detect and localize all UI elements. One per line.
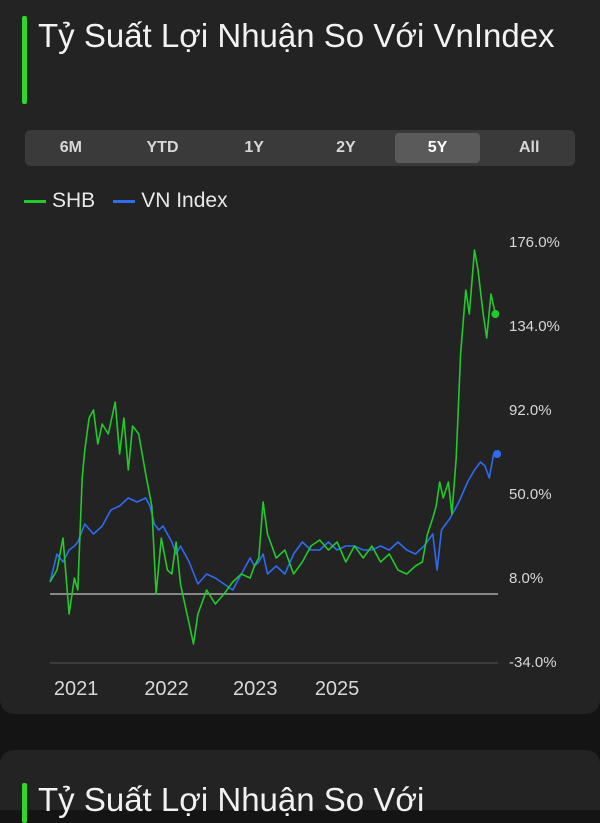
series-end-point-vn-index (493, 450, 502, 458)
legend-item-shb[interactable]: SHB (24, 189, 95, 213)
x-tick-label: 2023 (233, 678, 278, 700)
tab-1y[interactable]: 1Y (244, 139, 264, 156)
x-tick-label: 2021 (54, 678, 99, 700)
y-tick-label: 176.0% (509, 234, 560, 251)
series-line-shb (49, 249, 497, 645)
card-header: Tỷ Suất Lợi Nhuận So Với VnIndex (22, 14, 582, 104)
y-tick-label: 92.0% (509, 402, 552, 419)
legend-label: SHB (52, 189, 96, 212)
returns-line-chart: 176.0% 134.0% 92.0% 50.0% 8.0% -34.0% 2021 2022… (49, 234, 560, 700)
title-accent-bar (22, 16, 27, 104)
tab-5y[interactable]: 5Y (394, 133, 481, 163)
chart-legend: SHB VN Index (24, 189, 228, 213)
card-title: Tỷ Suất Lợi Nhuận So Với VnIndex (38, 17, 555, 54)
series-line-vn-index (49, 453, 498, 591)
card-title: Tỷ Suất Lợi Nhuận So Với (38, 781, 425, 818)
period-tabs: 6M YTD 1Y 2Y 5Y All (25, 130, 575, 166)
next-returns-card: Tỷ Suất Lợi Nhuận So Với (0, 750, 600, 823)
y-tick-label: 8.0% (509, 570, 543, 587)
x-tick-label: 2025 (315, 678, 360, 700)
tab-ytd[interactable]: YTD (146, 139, 179, 156)
y-tick-label: -34.0% (509, 654, 557, 671)
series-end-point-shb (491, 310, 500, 318)
tab-all[interactable]: All (518, 139, 540, 156)
x-tick-label: 2022 (144, 678, 189, 700)
y-tick-label: 134.0% (509, 318, 560, 335)
legend-label: VN Index (141, 189, 228, 212)
legend-swatch (24, 199, 46, 203)
legend-item-vn-index[interactable]: VN Index (113, 189, 228, 213)
title-accent-bar (22, 783, 27, 823)
tab-6m[interactable]: 6M (59, 139, 82, 156)
tab-2y[interactable]: 2Y (336, 139, 356, 156)
legend-swatch (113, 199, 136, 203)
y-tick-label: 50.0% (509, 486, 552, 503)
returns-card: Tỷ Suất Lợi Nhuận So Với VnIndex 6M YTD 1Y… (0, 0, 600, 714)
